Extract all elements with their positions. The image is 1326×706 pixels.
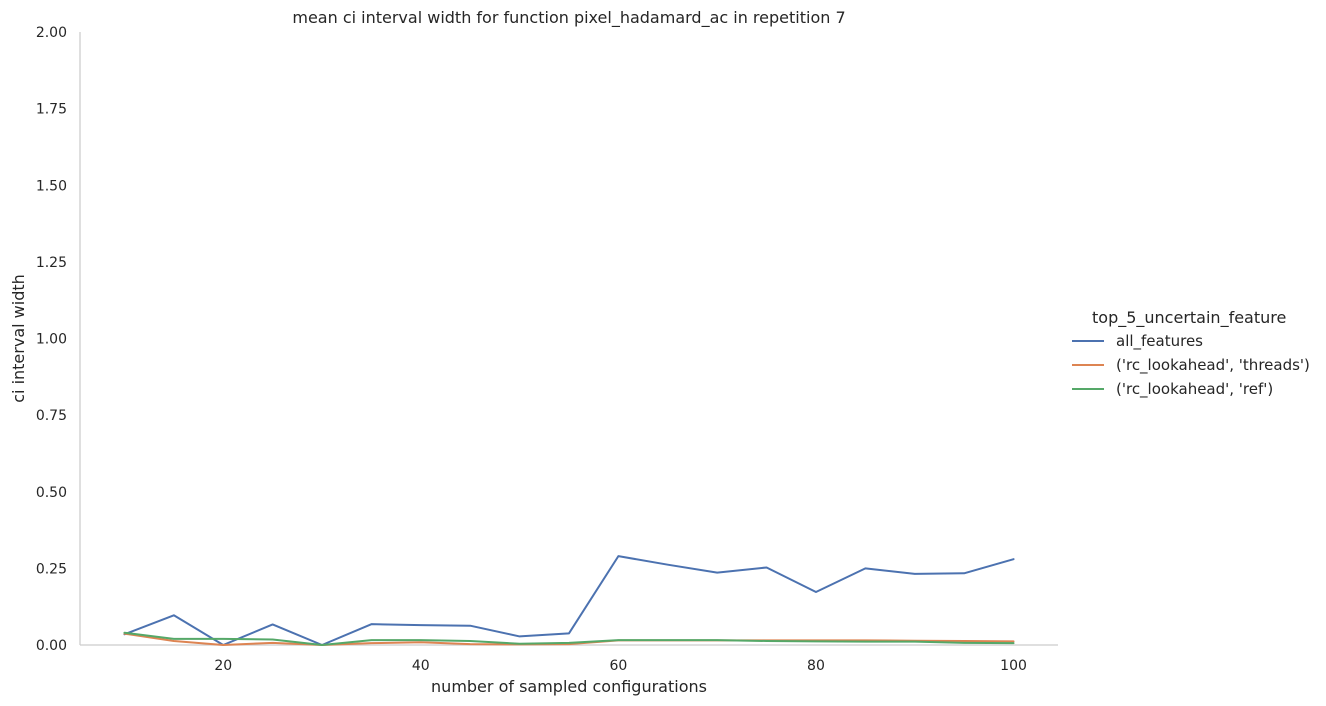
legend-label: all_features xyxy=(1116,332,1203,351)
chart-title: mean ci interval width for function pixe… xyxy=(292,8,845,28)
y-tick-label: 0.25 xyxy=(36,561,67,577)
x-axis-ticks: 20 40 60 80 100 xyxy=(214,658,1027,674)
legend-title: top_5_uncertain_feature xyxy=(1092,308,1286,328)
y-axis-label: ci interval width xyxy=(9,274,28,403)
y-tick-label: 1.50 xyxy=(36,178,67,194)
x-tick-label: 40 xyxy=(412,658,430,674)
x-tick-label: 20 xyxy=(214,658,232,674)
x-axis-label: number of sampled configurations xyxy=(431,677,707,696)
legend-label: ('rc_lookahead', 'ref') xyxy=(1116,380,1273,399)
y-axis-ticks: 0.00 0.25 0.50 0.75 1.00 1.25 1.50 1.75 2.00 xyxy=(36,25,67,654)
y-tick-label: 1.25 xyxy=(36,255,67,271)
y-tick-label: 2.00 xyxy=(36,25,67,41)
x-tick-label: 100 xyxy=(1000,658,1027,674)
y-tick-label: 1.75 xyxy=(36,102,67,118)
x-tick-label: 80 xyxy=(807,658,825,674)
series-line-1 xyxy=(123,632,1015,646)
x-tick-label: 60 xyxy=(609,658,627,674)
legend-label: ('rc_lookahead', 'threads') xyxy=(1116,356,1310,375)
legend: top_5_uncertain_feature all_features ('rc… xyxy=(1072,308,1310,399)
series-line-0 xyxy=(123,555,1015,646)
y-tick-label: 1.00 xyxy=(36,332,67,348)
y-tick-label: 0.00 xyxy=(36,638,67,654)
y-tick-label: 0.75 xyxy=(36,408,67,424)
legend-items: all_features ('rc_lookahead', 'threads') (… xyxy=(1072,332,1310,399)
y-tick-label: 0.50 xyxy=(36,485,67,501)
series-line-2 xyxy=(123,631,1015,646)
series-lines xyxy=(123,555,1015,646)
